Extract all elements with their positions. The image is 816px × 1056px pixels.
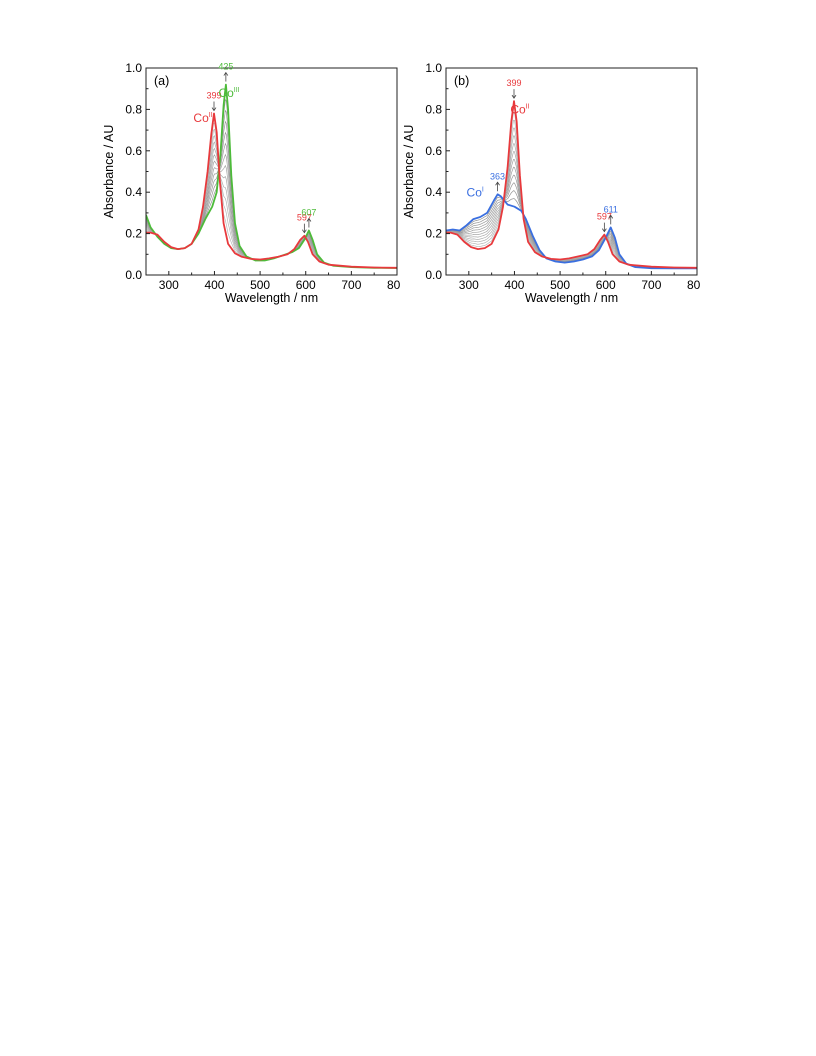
intermediate-trace	[146, 98, 397, 269]
peak-annotation: 363	[490, 171, 505, 192]
x-tick-label: 600	[296, 278, 316, 292]
y-tick-label: 1.0	[425, 61, 442, 75]
species-label: CoI	[467, 185, 484, 199]
species-label: CoIII	[218, 86, 239, 100]
y-tick-label: 0.0	[425, 268, 442, 282]
species-superscript: II	[526, 104, 530, 111]
intermediate-trace	[446, 151, 697, 269]
peak-label: 607	[301, 207, 316, 217]
arrow-head	[495, 181, 500, 186]
panel-label: (a)	[154, 74, 169, 88]
x-tick-label: 700	[641, 278, 661, 292]
y-tick-label: 0.4	[125, 185, 142, 199]
intermediate-trace	[146, 147, 397, 269]
y-tick-label: 0.8	[425, 102, 442, 116]
species-superscript: III	[234, 87, 240, 94]
x-axis-title: Wavelength / nm	[225, 291, 318, 305]
intermediate-trace	[446, 158, 697, 269]
peak-label: 611	[604, 204, 618, 214]
x-tick-label: 700	[341, 278, 361, 292]
arrow-head	[211, 107, 217, 112]
curves-group	[446, 100, 697, 270]
chart-panel-a: 0.0 0.2 0.4 0.6 0.8 1.0 300 400 500 600 700 800 Wave…	[102, 61, 400, 305]
intermediate-trace	[146, 128, 397, 269]
species-base: Co	[467, 185, 483, 199]
x-tick-label: 500	[550, 278, 570, 292]
peak-annotation: 597	[597, 212, 612, 233]
species-base: Co	[193, 111, 209, 125]
species-superscript: I	[482, 186, 484, 193]
peak-label: 399	[506, 78, 521, 88]
x-tick-label: 400	[504, 278, 524, 292]
y-tick-label: 0.2	[425, 227, 442, 241]
peak-label: 597	[297, 213, 312, 223]
intermediate-trace	[446, 143, 697, 269]
intermediate-trace	[446, 190, 697, 269]
x-tick-label: 300	[459, 278, 479, 292]
arrow-head	[302, 229, 307, 234]
y-tick-label: 0.6	[425, 144, 442, 158]
y-tick-label: 0.6	[125, 144, 142, 158]
y-tick-label: 1.0	[125, 61, 142, 75]
peak-label: 363	[490, 171, 505, 181]
peak-annotation: 597	[297, 213, 312, 234]
curves-group	[146, 83, 397, 269]
y-tick-label: 0.2	[125, 227, 142, 241]
species-label: CoII	[193, 111, 212, 125]
x-tick-label: 800	[387, 278, 400, 292]
intermediate-trace	[146, 109, 397, 269]
intermediate-trace	[146, 153, 397, 269]
series-line-0	[146, 112, 397, 269]
intermediate-trace	[146, 154, 397, 269]
intermediate-trace	[446, 127, 697, 269]
x-tick-label: 300	[159, 278, 179, 292]
species-base: Co	[510, 103, 526, 117]
intermediate-trace	[146, 122, 397, 269]
arrow-head	[511, 94, 517, 99]
arrow-head	[223, 71, 229, 76]
x-tick-label: 500	[250, 278, 270, 292]
chart-panel-b: 0.0 0.2 0.4 0.6 0.8 1.0 300 400 500 600 700 800 Wave…	[402, 61, 700, 305]
y-tick-label: 0.0	[125, 268, 142, 282]
x-tick-label: 600	[596, 278, 616, 292]
intermediate-trace	[146, 142, 397, 269]
plot-frame	[145, 67, 398, 276]
y-axis-title: Absorbance / AU	[102, 125, 116, 219]
y-tick-label: 0.8	[125, 102, 142, 116]
x-tick-label: 400	[204, 278, 224, 292]
arrow-head	[608, 214, 614, 219]
plot-frame	[445, 67, 698, 276]
peak-annotation: 611	[604, 204, 618, 225]
arrow-head	[306, 217, 312, 222]
species-superscript: II	[209, 112, 213, 119]
y-axis-title: Absorbance / AU	[402, 125, 416, 219]
y-tick-label: 0.4	[425, 185, 442, 199]
peak-annotation: 399	[506, 78, 522, 99]
series-line-1	[146, 83, 397, 269]
peak-label: 597	[597, 212, 612, 222]
peak-annotation: 425	[218, 62, 233, 82]
species-base: Co	[218, 86, 234, 100]
series-line-1	[446, 193, 697, 270]
peak-annotation: 399	[206, 91, 222, 112]
peak-annotation: 607	[301, 207, 316, 228]
species-label: CoII	[510, 103, 529, 117]
panel-label: (b)	[454, 74, 469, 88]
series-line-0	[446, 100, 697, 269]
x-tick-label: 800	[687, 278, 700, 292]
x-axis-title: Wavelength / nm	[525, 291, 618, 305]
peak-label: 399	[206, 91, 221, 101]
intermediate-trace	[146, 120, 397, 269]
peak-label: 425	[218, 62, 233, 72]
arrow-head	[602, 228, 607, 233]
